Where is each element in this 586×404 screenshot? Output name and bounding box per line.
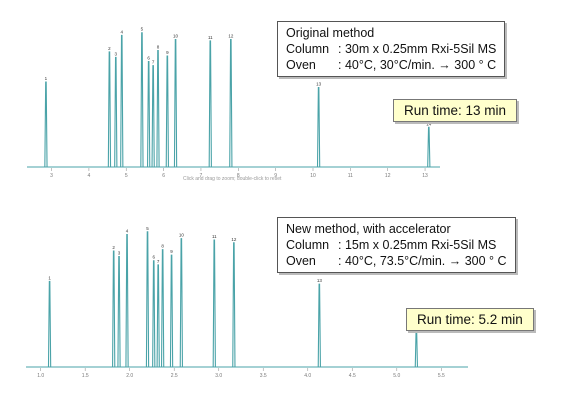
column-label: Column — [286, 42, 330, 56]
peak-label: 7 — [157, 259, 160, 264]
peak-label: 5 — [141, 27, 144, 32]
peak[interactable] — [156, 50, 160, 168]
peak[interactable] — [152, 260, 156, 368]
peak-label: 10 — [173, 34, 179, 39]
peak-label: 6 — [152, 255, 155, 260]
peak[interactable] — [427, 126, 431, 168]
x-tick-label: 5.0 — [393, 373, 400, 379]
oven-value: : 40°C, 30°C/min. → 300 ° C — [338, 58, 497, 72]
peak-label: 3 — [118, 251, 121, 256]
oven-row: Oven : 40°C, 30°C/min. → 300 ° C — [286, 57, 496, 73]
column-value: : 30m x 0.25mm Rxi-5Sil MS — [338, 42, 497, 56]
peak-label: 9 — [166, 50, 169, 55]
method-title: Original method — [286, 26, 375, 40]
peak-label: 11 — [212, 234, 217, 239]
peak[interactable] — [414, 327, 419, 368]
peak[interactable] — [232, 242, 236, 368]
x-tick-label: 4.5 — [349, 373, 356, 379]
zoom-hint: Click and drag to zoom; double-click to … — [183, 176, 282, 182]
column-row: Column : 30m x 0.25mm Rxi-5Sil MS — [286, 41, 496, 57]
peak-label: 9 — [170, 249, 173, 254]
x-tick-label: 1.0 — [37, 373, 44, 379]
run-time-badge-original: Run time: 13 min — [393, 99, 518, 122]
peak-label: 4 — [121, 29, 124, 34]
peak-label: 5 — [146, 226, 149, 231]
peak[interactable] — [125, 233, 129, 368]
peak-label: 3 — [115, 51, 118, 56]
oven-label: Oven — [286, 58, 316, 72]
peak-label: 2 — [108, 46, 111, 51]
method-info-box-new: New method, with accelerator Column : 15… — [277, 217, 516, 273]
peak[interactable] — [208, 40, 212, 168]
x-tick-label: 3.5 — [260, 373, 267, 379]
chromatogram-new[interactable]: 1.0 1.5 2.0 2.5 3.0 3.5 4.0 4.5 5.0 5.51234567891… — [0, 212, 586, 404]
x-tick-label: 4 — [88, 173, 91, 179]
x-tick-label: 9 — [274, 173, 277, 179]
x-tick-label: 5.5 — [438, 373, 445, 379]
chromatogram-panel-original: 3 4 5 6 7 8 9 10 11 12 13 1 2 3 4 5 6 7 8 9 10 11 12 13 14 Origi… — [0, 0, 586, 190]
peak[interactable] — [212, 239, 216, 368]
peak-label: 1 — [48, 275, 51, 280]
peak-label: 8 — [161, 244, 164, 249]
x-tick-label: 4.0 — [304, 373, 311, 379]
run-time-badge-new: Run time: 5.2 min — [406, 308, 534, 331]
x-tick-label: 3.0 — [215, 373, 222, 379]
chromatogram-panel-new: 1.0 1.5 2.0 2.5 3.0 3.5 4.0 4.5 5.0 5.5 1 2 3 4 5 6 7 8 9 1… — [0, 212, 586, 404]
column-value: : 15m x 0.25mm Rxi-5Sil MS — [338, 238, 497, 252]
x-tick-label: 6 — [162, 173, 165, 179]
peak-label: 10 — [179, 233, 185, 238]
x-tick-label: 11 — [348, 173, 353, 179]
peak-label: 6 — [147, 56, 150, 61]
x-tick-label: 8 — [237, 173, 240, 179]
peak[interactable] — [316, 86, 321, 168]
peak[interactable] — [173, 39, 178, 168]
peak[interactable] — [160, 249, 165, 368]
x-tick-label: 7 — [200, 173, 203, 179]
peak[interactable] — [145, 231, 150, 368]
peak-label: 7 — [152, 60, 155, 65]
peak-label: 4 — [126, 229, 129, 234]
peak[interactable] — [165, 55, 169, 168]
peak[interactable] — [44, 81, 48, 168]
peak-label: 11 — [208, 35, 213, 40]
column-row: Column : 15m x 0.25mm Rxi-5Sil MS — [286, 237, 507, 253]
peak-label: 13 — [316, 82, 322, 87]
x-tick-label: 1.5 — [82, 373, 89, 379]
oven-value: : 40°C, 73.5°C/min. → 300 ° C — [338, 254, 507, 268]
peak[interactable] — [169, 254, 174, 368]
peak[interactable] — [47, 280, 52, 368]
method-title: New method, with accelerator — [286, 222, 451, 236]
peak-label: 12 — [231, 237, 237, 242]
peak[interactable] — [117, 256, 121, 368]
peak[interactable] — [140, 32, 144, 168]
peak[interactable] — [112, 250, 116, 368]
peak[interactable] — [120, 34, 124, 168]
x-tick-label: 5 — [125, 173, 128, 179]
peak[interactable] — [107, 51, 112, 168]
peak-label: 12 — [228, 34, 234, 39]
peak[interactable] — [229, 39, 233, 168]
column-label: Column — [286, 238, 330, 252]
peak-label: 14 — [426, 121, 432, 126]
x-tick-label: 2.0 — [126, 373, 133, 379]
method-info-box-original: Original method Column : 30m x 0.25mm Rx… — [277, 21, 506, 77]
oven-row: Oven : 40°C, 73.5°C/min. → 300 ° C — [286, 253, 507, 269]
peak-label: 8 — [157, 45, 160, 50]
peak[interactable] — [114, 56, 118, 168]
peak-label: 2 — [112, 245, 115, 250]
peak[interactable] — [156, 264, 160, 368]
peak-label: 13 — [317, 278, 323, 283]
peak[interactable] — [179, 238, 183, 368]
oven-label: Oven — [286, 254, 316, 268]
peak[interactable] — [147, 60, 151, 168]
x-tick-label: 2.5 — [171, 373, 178, 379]
x-tick-label: 10 — [310, 173, 316, 179]
x-tick-label: 3 — [50, 173, 53, 179]
x-tick-label: 12 — [385, 173, 391, 179]
x-tick-label: 13 — [422, 173, 428, 179]
peak-label: 1 — [45, 76, 48, 81]
peak[interactable] — [317, 283, 321, 368]
peak[interactable] — [151, 65, 155, 168]
